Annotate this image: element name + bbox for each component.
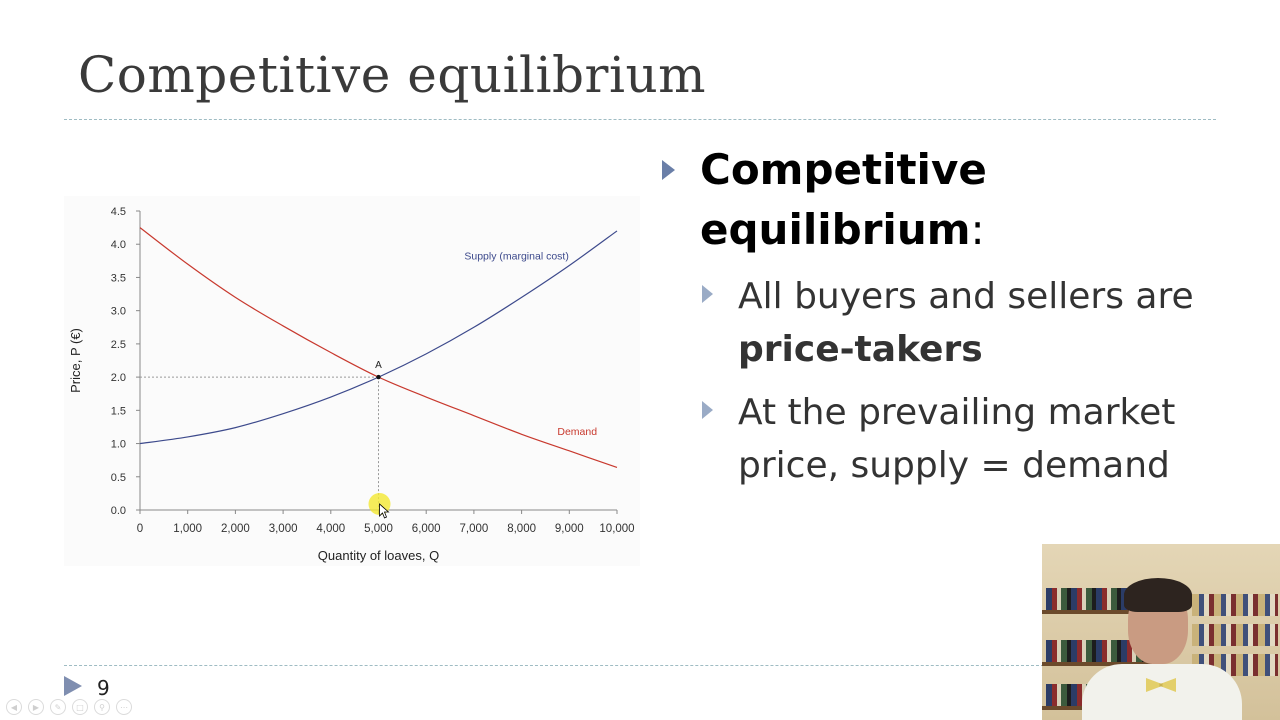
x-tick-label: 0	[137, 523, 143, 535]
x-tick-label: 1,000	[173, 523, 202, 535]
y-tick-label: 2.5	[111, 339, 126, 351]
page-number: 9	[97, 676, 110, 700]
slideshow-controls: ◀ ▶ ✎ □ ⚲ ⋯	[6, 699, 132, 715]
more-icon[interactable]: ⋯	[116, 699, 132, 715]
demand-curve	[139, 227, 618, 469]
supply-curve	[139, 230, 618, 445]
slide-title: Competitive equilibrium	[78, 46, 707, 104]
zoom-icon[interactable]: ⚲	[94, 699, 110, 715]
y-tick-label: 4.0	[111, 239, 126, 251]
chart-panel: 0.0 0.5 1.0 1.5 2.0 2.5 3.0 3.5 4.0 4.5 0 1,000 2,00…	[64, 196, 640, 566]
bullet-main-term: Competitive equilibrium	[700, 145, 987, 254]
triangle-right-icon	[662, 160, 675, 180]
x-tick-label: 9,000	[555, 523, 584, 535]
bullet-list: Competitive equilibrium: All buyers and …	[662, 140, 1222, 492]
cursor-arrow-icon	[379, 503, 390, 519]
x-tick-label: 2,000	[221, 523, 250, 535]
supply-demand-chart: 0.0 0.5 1.0 1.5 2.0 2.5 3.0 3.5 4.0 4.5 0 1,000 2,00…	[68, 206, 635, 563]
y-tick-label: 0.0	[111, 505, 126, 517]
x-tick-label: 8,000	[507, 523, 536, 535]
bullet-sub-1-text: All buyers and sellers are	[738, 276, 1194, 317]
pen-icon[interactable]: ✎	[50, 699, 66, 715]
x-axis-label: Quantity of loaves, Q	[318, 548, 439, 563]
footer-divider	[64, 665, 1044, 666]
x-tick-label: 4,000	[316, 523, 345, 535]
y-tick-label: 0.5	[111, 472, 126, 484]
y-tick-label: 1.5	[111, 405, 126, 417]
bullet-sub-2-text: At the prevailing market price, supply =…	[738, 392, 1176, 486]
y-tick-label: 2.0	[111, 372, 126, 384]
x-tick-label: 5,000	[364, 523, 393, 535]
y-tick-label: 3.5	[111, 272, 126, 284]
bullet-sub-1-bold: price-takers	[738, 329, 983, 370]
y-axis-label: Price, P (€)	[68, 328, 83, 393]
y-tick-label: 3.0	[111, 306, 126, 318]
page-triangle-icon	[64, 676, 82, 696]
demand-label: Demand	[557, 426, 597, 438]
prev-icon[interactable]: ◀	[6, 699, 22, 715]
x-tick-label: 10,000	[599, 523, 634, 535]
bullet-sub-1: All buyers and sellers are price-takers	[702, 270, 1222, 376]
play-icon[interactable]: ▶	[28, 699, 44, 715]
equilibrium-point	[376, 374, 381, 380]
bullet-main: Competitive equilibrium:	[662, 140, 1222, 260]
supply-label: Supply (marginal cost)	[464, 251, 568, 263]
x-tick-label: 7,000	[460, 523, 489, 535]
triangle-right-icon	[702, 401, 713, 419]
y-tick-label: 1.0	[111, 439, 126, 451]
equilibrium-label: A	[375, 360, 382, 371]
bullet-main-suffix: :	[970, 205, 985, 254]
x-tick-label: 6,000	[412, 523, 441, 535]
webcam-video	[1042, 544, 1280, 720]
title-divider	[64, 119, 1216, 120]
bullet-sub-2: At the prevailing market price, supply =…	[702, 386, 1222, 492]
slides-icon[interactable]: □	[72, 699, 88, 715]
x-tick-label: 3,000	[269, 523, 298, 535]
triangle-right-icon	[702, 285, 713, 303]
y-tick-label: 4.5	[111, 206, 126, 218]
